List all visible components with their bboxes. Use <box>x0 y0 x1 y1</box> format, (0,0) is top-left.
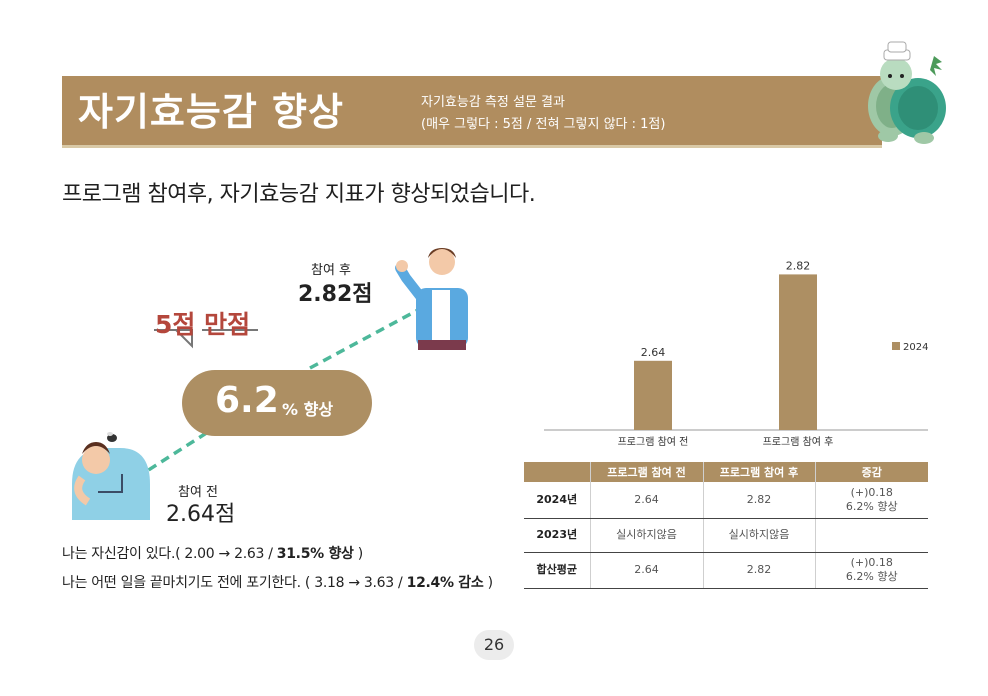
page-number: 26 <box>474 630 514 660</box>
after-label: 참여 후 <box>311 263 352 278</box>
results-table: 프로그램 참여 전 프로그램 참여 후 증감 2024년 2.64 2.82 (… <box>524 462 928 589</box>
note-text: 나는 어떤 일을 끝마치기도 전에 포기한다. ( 3.18 → 3.63 / <box>62 575 407 591</box>
data-label: 2.82 <box>786 259 811 272</box>
subtitle-line-2: (매우 그렇다 : 5점 / 전혀 그렇지 않다 : 1점) <box>421 117 666 132</box>
before-label: 참여 전 <box>178 485 219 500</box>
increase-pill <box>182 370 372 436</box>
subtitle-line-1: 자기효능감 측정 설문 결과 <box>421 95 565 110</box>
trend-dash-line-2 <box>309 308 419 370</box>
category-label: 프로그램 참여 후 <box>763 436 834 448</box>
cell-change: (+)0.18 6.2% 향상 <box>815 552 928 589</box>
cell-after: 2.82 <box>703 552 816 589</box>
man-after-icon <box>395 248 468 350</box>
table-header-cell <box>524 462 591 482</box>
note-strong: 12.4% 감소 <box>406 575 484 591</box>
headline: 프로그램 참여후, 자기효능감 지표가 향상되었습니다. <box>62 182 536 207</box>
speech-tail-icon <box>154 329 258 349</box>
header-banner <box>62 76 882 148</box>
legend-label: 2024 <box>903 342 928 353</box>
perfect-score-label: 5점 만점 <box>155 310 251 339</box>
header-subtitle: 자기효능감 측정 설문 결과 (매우 그렇다 : 5점 / 전혀 그렇지 않다 … <box>421 92 665 136</box>
row-label: 2024년 <box>524 482 591 519</box>
man-before-icon <box>72 442 150 520</box>
change-line-1: (+)0.18 <box>850 556 893 569</box>
data-label: 2.64 <box>641 346 666 359</box>
table-header-cell: 증감 <box>815 462 928 482</box>
note-text: 나는 자신감이 있다.( 2.00 → 2.63 / <box>62 546 277 562</box>
header-banner-edge <box>62 145 882 148</box>
cell-before: 2.64 <box>590 552 704 589</box>
note-end: ) <box>353 546 363 562</box>
turtle-mascot-icon <box>868 41 946 144</box>
change-line-2: 6.2% 향상 <box>845 570 898 583</box>
cell-change <box>815 518 928 553</box>
legend-swatch <box>892 342 900 350</box>
increase-number: 6.2 <box>215 380 279 421</box>
before-value: 2.64점 <box>166 502 236 527</box>
bar-chart: 2.64 프로그램 참여 전 2.82 프로그램 참여 후 2024 <box>544 259 928 448</box>
row-label: 합산평균 <box>524 552 591 589</box>
cell-after: 실시하지않음 <box>703 518 816 553</box>
table-header-cell: 프로그램 참여 후 <box>703 462 816 482</box>
table-row: 합산평균 2.64 2.82 (+)0.18 6.2% 향상 <box>524 552 928 589</box>
table-header-row: 프로그램 참여 전 프로그램 참여 후 증감 <box>524 462 928 482</box>
change-line-2: 6.2% 향상 <box>845 499 898 513</box>
increase-unit: % 향상 <box>282 400 334 419</box>
category-label: 프로그램 참여 전 <box>618 436 689 448</box>
cell-change: (+)0.18 6.2% 향상 <box>815 482 928 519</box>
note-give-up: 나는 어떤 일을 끝마치기도 전에 포기한다. ( 3.18 → 3.63 / … <box>62 572 493 592</box>
before-after-illustration <box>72 248 468 520</box>
bar-1 <box>634 360 672 430</box>
cell-after: 2.82 <box>703 482 816 519</box>
cell-before: 실시하지않음 <box>590 518 704 553</box>
note-strong: 31.5% 향상 <box>276 546 354 562</box>
row-label: 2023년 <box>524 518 591 553</box>
page-title: 자기효능감 향상 <box>78 90 344 134</box>
note-confidence: 나는 자신감이 있다.( 2.00 → 2.63 / 31.5% 향상 ) <box>62 543 363 563</box>
bar-2 <box>779 274 817 430</box>
after-value: 2.82점 <box>298 282 373 307</box>
table-row: 2023년 실시하지않음 실시하지않음 <box>524 518 928 553</box>
change-line-1: (+)0.18 <box>850 485 893 499</box>
table-header-cell: 프로그램 참여 전 <box>590 462 704 482</box>
table-row: 2024년 2.64 2.82 (+)0.18 6.2% 향상 <box>524 482 928 519</box>
note-end: ) <box>483 575 493 591</box>
cell-before: 2.64 <box>590 482 704 519</box>
bee-icon <box>107 432 117 442</box>
